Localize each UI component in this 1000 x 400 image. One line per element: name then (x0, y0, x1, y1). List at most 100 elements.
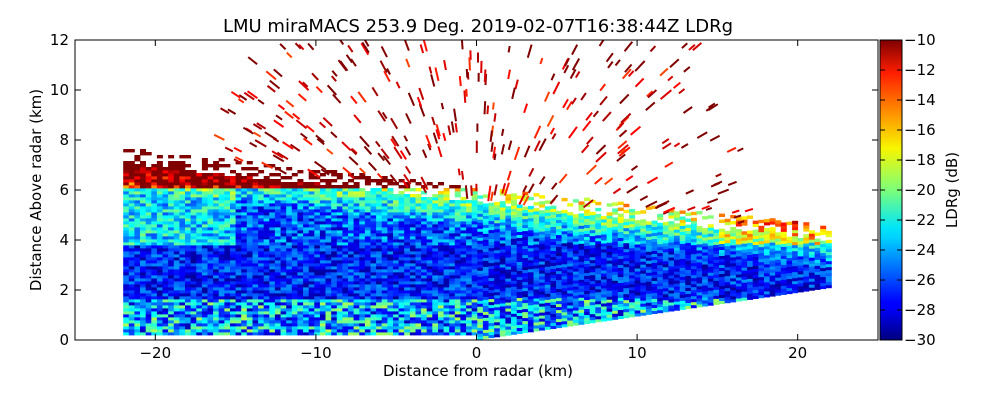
heat-cell (308, 221, 315, 225)
heat-cell (404, 272, 411, 276)
heat-cell (651, 223, 658, 227)
heat-cell (280, 224, 287, 228)
heat-cell (246, 209, 253, 213)
heat-cell (128, 296, 135, 300)
heat-cell (173, 164, 180, 168)
heat-cell (460, 296, 467, 300)
heat-cell (235, 239, 242, 243)
heat-cell (134, 299, 141, 303)
heat-cell (544, 257, 551, 261)
heat-cell (230, 221, 236, 225)
heat-cell (156, 257, 163, 261)
heat-cell (466, 314, 473, 318)
heat-cell (629, 271, 636, 276)
heat-cell (516, 216, 523, 220)
heat-cell (263, 242, 270, 246)
heat-cell (606, 236, 613, 240)
heat-cell (634, 256, 641, 260)
heat-cell (364, 314, 371, 318)
heat-cell (601, 249, 607, 253)
heat-cell (595, 267, 602, 272)
heat-cell (134, 314, 141, 318)
heat-cell (612, 208, 619, 212)
heat-cell (134, 257, 141, 261)
heat-cell (258, 302, 265, 306)
heat-cell (156, 209, 163, 213)
heat-cell (640, 309, 647, 313)
heat-cell (550, 214, 557, 218)
heat-cell (207, 278, 214, 282)
heat-cell (589, 289, 596, 294)
heat-cell (207, 257, 214, 261)
heat-cell (308, 242, 315, 246)
heat-cell (527, 232, 534, 237)
heat-cell (359, 296, 366, 300)
heat-cell (241, 254, 248, 258)
heat-cell (550, 289, 557, 293)
heat-cell (584, 305, 591, 309)
heat-cell (156, 227, 163, 231)
heat-cell (325, 269, 332, 273)
heat-cell (640, 219, 647, 223)
heat-cell (522, 299, 529, 304)
heat-cell (297, 227, 304, 231)
heat-cell (123, 293, 130, 297)
heat-cell (241, 245, 248, 249)
heat-cell (393, 227, 399, 231)
heat-cell (280, 209, 287, 213)
heat-cell (297, 323, 304, 327)
heat-cell (213, 275, 220, 279)
heat-cell (353, 236, 360, 240)
heat-cell (685, 278, 692, 282)
heat-cell (443, 269, 450, 273)
heat-cell (629, 253, 636, 258)
heat-cell (584, 293, 591, 297)
heat-cell (679, 294, 686, 298)
heat-cell (449, 266, 456, 270)
heat-cell (645, 248, 652, 252)
heat-cell (134, 167, 141, 171)
heat-cell (482, 281, 489, 285)
heat-cell (612, 307, 619, 311)
heat-cell (196, 236, 203, 240)
heat-cell (151, 209, 158, 213)
heat-cell (331, 254, 338, 258)
heat-cell (499, 321, 506, 325)
heat-cell (488, 322, 495, 327)
heat-cell (466, 266, 473, 270)
heat-cell (241, 209, 248, 213)
heat-cell (258, 212, 265, 216)
heat-cell (533, 262, 540, 266)
heat-cell (224, 188, 231, 192)
heat-cell (179, 155, 186, 159)
heat-cell (662, 233, 669, 238)
heat-cell (393, 275, 399, 279)
heat-cell (421, 296, 428, 300)
heat-cell (156, 164, 163, 168)
heat-cell (505, 314, 512, 318)
heat-cell (432, 239, 439, 243)
heat-cell (477, 210, 484, 214)
heat-cell (561, 266, 568, 271)
heat-cell (376, 221, 383, 225)
heat-cell (426, 302, 433, 306)
heat-cell (280, 200, 287, 204)
heat-cell (134, 197, 141, 201)
heat-cell (123, 203, 130, 207)
heat-cell (140, 248, 146, 252)
heat-cell (319, 332, 326, 336)
heat-cell (319, 230, 326, 234)
heat-cell (353, 305, 360, 309)
heat-cell (336, 209, 343, 213)
heat-cell (179, 185, 186, 189)
heat-cell (685, 275, 692, 279)
heat-cell (190, 281, 197, 285)
heat-cell (370, 302, 377, 306)
heat-cell (230, 290, 236, 294)
heat-cell (168, 212, 175, 216)
heat-cell (162, 314, 169, 318)
heat-cell (505, 308, 512, 312)
heat-cell (258, 290, 265, 294)
heat-cell (224, 200, 231, 204)
heat-cell (404, 251, 411, 255)
